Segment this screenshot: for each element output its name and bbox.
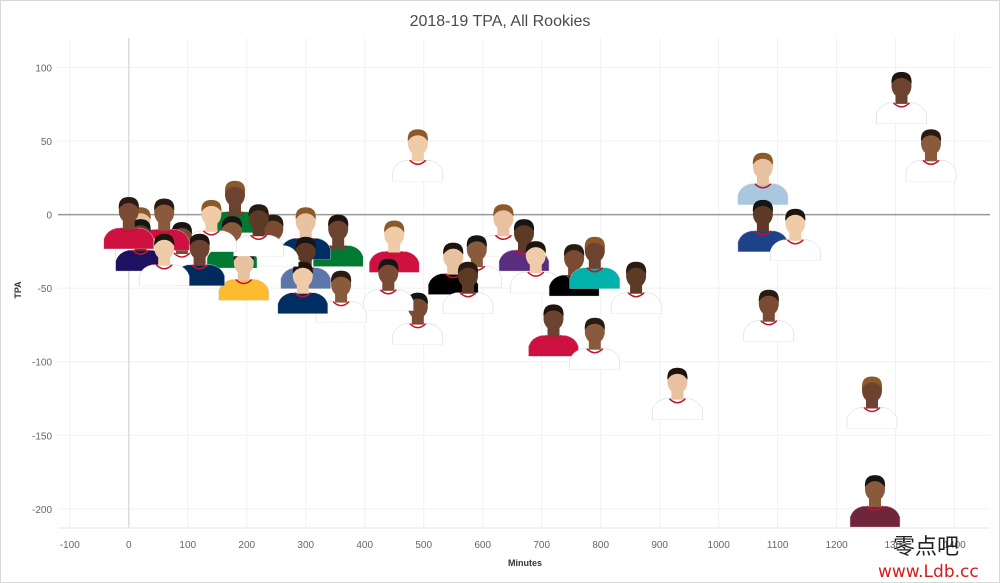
- player-headshot-point: [442, 261, 494, 314]
- y-tick-label: 100: [35, 63, 52, 74]
- x-tick-label: 0: [126, 540, 132, 551]
- y-tick-label: -100: [32, 358, 52, 369]
- x-tick-label: 1200: [826, 540, 849, 551]
- player-headshot-point: [510, 241, 562, 294]
- watermark-line1: 零点吧: [893, 535, 959, 560]
- x-tick-label: 1400: [943, 540, 966, 551]
- player-headshot-point: [849, 475, 901, 528]
- x-tick-label: 900: [651, 540, 668, 551]
- gridlines: [58, 38, 990, 528]
- x-tick-label: 800: [592, 540, 609, 551]
- data-points: [103, 71, 957, 528]
- player-headshot-point: [770, 208, 821, 261]
- x-tick-label: 600: [474, 540, 491, 551]
- x-tick-label: 100: [179, 540, 196, 551]
- x-tick-label: 700: [533, 540, 550, 551]
- player-headshot-point: [905, 129, 957, 182]
- player-headshot-point: [743, 289, 795, 342]
- x-tick-label: -100: [60, 540, 80, 551]
- x-axis-title: Minutes: [508, 558, 542, 568]
- player-headshot-point: [478, 204, 529, 257]
- player-headshot-point: [363, 258, 414, 311]
- player-headshot-point: [233, 204, 284, 257]
- player-headshot-point: [103, 197, 155, 249]
- y-tick-label: -50: [38, 284, 53, 295]
- y-tick-label: -150: [32, 431, 52, 442]
- watermark-line2: www.Ldb.cc: [878, 562, 979, 582]
- x-tick-label: 400: [356, 540, 373, 551]
- player-headshot-point: [737, 152, 789, 205]
- x-tick-label: 1000: [708, 540, 731, 551]
- x-tick-label: 500: [415, 540, 432, 551]
- player-headshot-point: [610, 261, 662, 314]
- y-axis-title: TPA: [13, 281, 23, 299]
- player-headshot-point: [138, 233, 190, 286]
- player-headshot-point: [218, 248, 270, 301]
- player-headshot-point: [846, 376, 898, 429]
- player-headshot-point: [277, 261, 329, 314]
- x-tick-label: 1100: [767, 540, 789, 551]
- player-headshot-point: [652, 367, 703, 420]
- player-headshot-point: [315, 270, 367, 323]
- player-headshot-point: [569, 317, 621, 370]
- axes: -100 0 100 200 300 400 500 600 700 800 900 1000 1100…: [32, 38, 990, 551]
- y-tick-label: 0: [46, 211, 52, 222]
- x-tick-label: 200: [238, 540, 255, 551]
- y-tick-label: -200: [32, 505, 52, 516]
- x-tick-label: 1300: [884, 540, 907, 551]
- chart-title: 2018-19 TPA, All Rookies: [410, 13, 591, 30]
- player-headshot-point: [569, 236, 621, 289]
- player-headshot-point: [392, 129, 444, 182]
- x-tick-label: 300: [297, 540, 314, 551]
- y-tick-label: 50: [41, 137, 53, 148]
- player-headshot-point: [528, 304, 579, 357]
- player-headshot-point: [876, 71, 927, 124]
